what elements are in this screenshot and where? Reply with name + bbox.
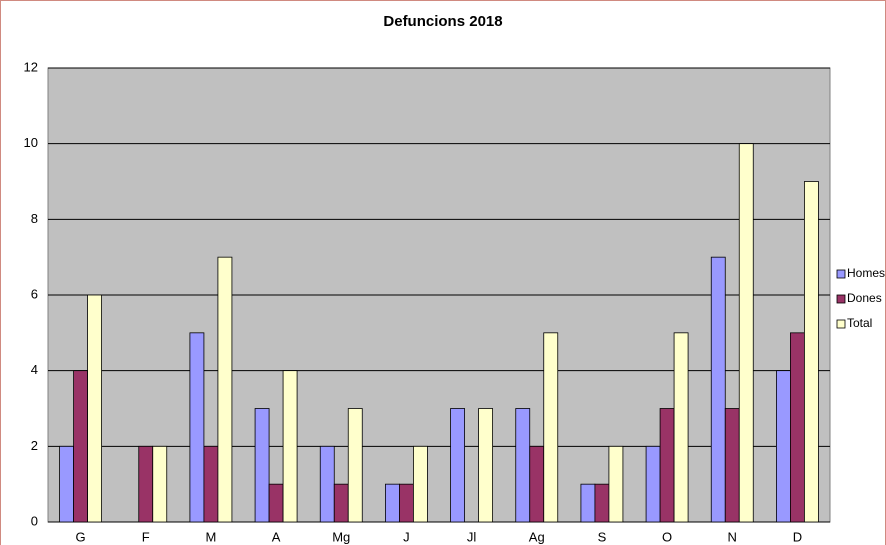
x-tick-label: M [205,529,216,544]
bar [608,445,624,523]
legend-swatch [836,294,846,304]
bar [594,483,610,523]
bar [515,408,531,523]
legend-swatch [836,319,846,329]
x-tick-label: G [76,529,86,544]
bar [413,445,428,523]
bar [645,445,661,523]
bar [738,143,754,523]
y-tick-label: 2 [31,438,38,453]
bar [203,445,219,523]
bar [399,483,414,523]
bar [319,445,335,523]
bar [543,332,559,523]
bar [804,181,819,523]
x-tick-label: F [142,529,150,544]
chart-title: Defuncions 2018 [383,13,502,30]
x-tick-label: J [403,529,410,544]
bar [710,256,726,523]
bar [254,408,270,523]
x-tick-label: O [662,529,672,544]
bar [73,370,88,523]
x-tick-label: N [728,529,737,544]
x-tick-label: Jl [467,529,477,544]
bar [333,483,349,523]
x-tick-label: A [272,529,281,544]
y-tick-label: 0 [31,513,38,528]
bar [580,483,596,523]
bar [529,445,545,523]
legend-swatch [836,269,846,279]
bar [189,332,205,523]
y-tick-label: 6 [31,286,38,301]
bar [87,294,102,523]
bar [152,445,168,523]
x-tick-label: Ag [529,529,545,544]
bar [724,408,740,523]
bar [385,483,400,523]
bar [478,408,493,523]
x-tick-label: Mg [332,529,350,544]
bar [268,483,284,523]
bar [217,256,233,523]
x-tick-label: S [598,529,607,544]
bar [59,445,74,523]
bar [673,332,689,523]
bar [790,332,805,523]
x-tick-label: D [793,529,802,544]
y-tick-label: 8 [31,211,38,226]
y-tick-label: 10 [24,135,38,150]
bar [138,445,154,523]
bar [659,408,675,523]
bar [282,370,298,523]
legend-label: Homes [847,266,885,280]
y-tick-label: 12 [24,59,38,74]
bar [450,408,465,523]
legend-label: Total [847,316,872,330]
bar [347,408,363,523]
bar [776,370,791,523]
legend-label: Dones [847,291,882,305]
y-tick-label: 4 [31,362,38,377]
